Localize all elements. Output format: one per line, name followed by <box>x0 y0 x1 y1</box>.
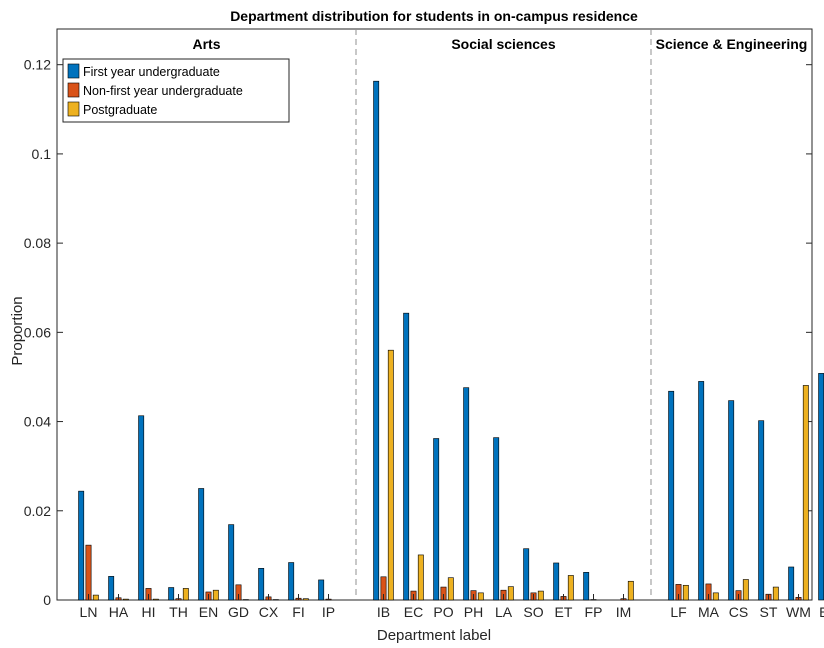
bar-IP-1 <box>318 579 325 601</box>
x-tick-label: IB <box>377 604 390 620</box>
bar-LN-1 <box>78 490 85 601</box>
bar-PH-1 <box>463 387 470 601</box>
chart-title: Department distribution for students in … <box>230 8 638 24</box>
x-axis-label: Department label <box>377 627 491 644</box>
bar-ST-1 <box>758 420 765 601</box>
bar-WM-1 <box>788 566 795 601</box>
group-label: Social sciences <box>451 36 556 52</box>
bar-IB-1 <box>373 80 380 601</box>
bar-LF-1 <box>668 390 675 601</box>
legend-box <box>62 58 290 123</box>
x-tick-label: ST <box>760 604 778 620</box>
x-tick-label: ET <box>555 604 573 620</box>
x-tick-label: TH <box>169 604 188 620</box>
y-tick-label: 0.06 <box>24 324 51 340</box>
bar-EC-1 <box>403 312 410 601</box>
bar-LF-3 <box>682 584 689 601</box>
bar-WM-3 <box>802 385 809 601</box>
x-tick-label: LF <box>670 604 686 620</box>
bar-CS-1 <box>728 400 735 601</box>
x-tick-label: HA <box>109 604 129 620</box>
y-tick-label: 0 <box>43 592 51 608</box>
bar-MA-3 <box>712 592 719 601</box>
legend-swatch <box>67 101 80 117</box>
bar-HA-1 <box>108 576 115 601</box>
x-tick-label: HI <box>142 604 156 620</box>
x-tick-label: IP <box>322 604 335 620</box>
x-tick-label: WM <box>786 604 811 620</box>
bar-ET-3 <box>567 575 574 601</box>
bar-LN-2 <box>85 544 92 601</box>
bar-MA-1 <box>698 381 705 601</box>
bar-TH-3 <box>182 588 189 601</box>
y-tick-label: 0.02 <box>24 503 51 519</box>
bar-LN-3 <box>92 594 99 601</box>
bar-SO-1 <box>523 548 530 601</box>
x-tick-label: LA <box>495 604 513 620</box>
x-tick-label: PH <box>464 604 483 620</box>
bar-HA-3 <box>122 598 129 601</box>
bar-EN-1 <box>198 488 205 601</box>
x-tick-label: EN <box>199 604 218 620</box>
x-tick-label: CX <box>259 604 279 620</box>
y-tick-label: 0.08 <box>24 235 51 251</box>
bar-FP-1 <box>583 572 590 601</box>
bar-TH-1 <box>168 587 175 601</box>
bar-ET-1 <box>553 562 560 601</box>
y-axis-label: Proportion <box>9 296 26 365</box>
bar-PO-1 <box>433 438 440 601</box>
x-tick-label: EC <box>404 604 423 620</box>
bar-FI-3 <box>302 598 309 601</box>
bar-GD-1 <box>228 524 235 601</box>
x-tick-label: LN <box>80 604 98 620</box>
group-label: Science & Engineering <box>656 36 808 52</box>
y-tick-label: 0.12 <box>24 57 51 73</box>
group-label: Arts <box>192 36 220 52</box>
x-tick-label: CS <box>729 604 748 620</box>
bar-FI-1 <box>288 562 295 601</box>
bar-SO-3 <box>537 590 544 601</box>
bar-LA-3 <box>507 586 514 601</box>
bar-PO-3 <box>447 577 454 601</box>
x-tick-label: FP <box>585 604 603 620</box>
plot-area: 0 0.02 0.04 0.06 0.08 0.1 0.12 Arts Social scien… <box>24 28 824 620</box>
bar-ES-1 <box>818 373 824 601</box>
bar-HI-1 <box>138 415 145 601</box>
bar-CX-1 <box>258 568 265 601</box>
bar-IB-3 <box>387 349 394 601</box>
x-tick-label: MA <box>698 604 720 620</box>
x-tick-label: FI <box>292 604 304 620</box>
legend-entry: First year undergraduate <box>83 65 220 79</box>
legend-entry: Non-first year undergraduate <box>83 84 243 98</box>
x-tick-label: ES <box>819 604 824 620</box>
y-tick-label: 0.1 <box>32 146 52 162</box>
legend: First year undergraduate Non-first year u… <box>62 58 290 123</box>
x-tick-label: GD <box>228 604 249 620</box>
x-tick-label: PO <box>433 604 453 620</box>
bar-LA-1 <box>493 437 500 601</box>
bar-EN-3 <box>212 589 219 601</box>
legend-swatch <box>67 82 80 98</box>
bar-PH-3 <box>477 592 484 601</box>
bar-ST-3 <box>772 586 779 601</box>
bar-CS-3 <box>742 579 749 601</box>
y-tick-label: 0.04 <box>24 414 51 430</box>
bar-IM-3 <box>627 580 634 601</box>
x-tick-label: SO <box>523 604 543 620</box>
bar-EC-3 <box>417 554 424 601</box>
bar-HI-3 <box>152 598 159 601</box>
legend-swatch <box>67 63 80 79</box>
x-tick-label: IM <box>616 604 632 620</box>
legend-entry: Postgraduate <box>83 103 157 117</box>
